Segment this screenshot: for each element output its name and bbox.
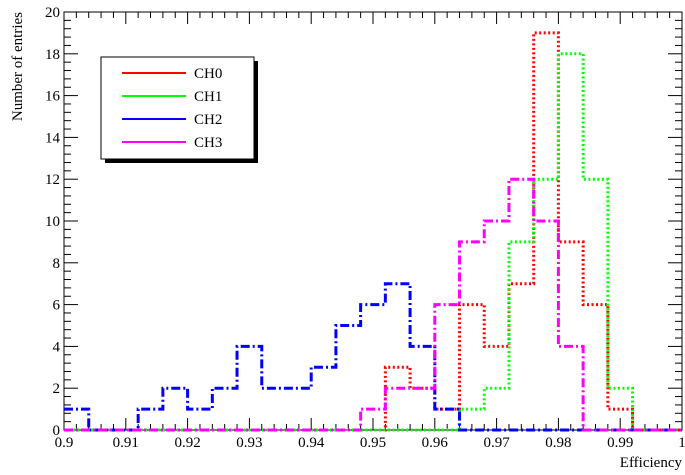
y-tick-label: 16 <box>45 89 61 105</box>
x-tick-label: 1 <box>678 435 685 451</box>
legend-label-ch1: CH1 <box>194 89 222 105</box>
y-tick-label: 14 <box>45 130 61 146</box>
x-tick-label: 0.92 <box>174 435 200 451</box>
x-tick-label: 0.95 <box>360 435 386 451</box>
legend-label-ch0: CH0 <box>194 66 222 82</box>
y-axis-title: Number of entries <box>10 12 26 121</box>
x-tick-label: 0.9 <box>55 435 74 451</box>
x-tick-label: 0.99 <box>607 435 633 451</box>
y-tick-label: 10 <box>45 214 60 230</box>
x-tick-label: 0.96 <box>422 435 449 451</box>
y-tick-label: 20 <box>45 5 60 21</box>
x-tick-label: 0.94 <box>298 435 325 451</box>
y-tick-label: 4 <box>53 339 61 355</box>
y-tick-label: 2 <box>53 381 61 397</box>
legend-label-ch3: CH3 <box>194 135 222 151</box>
x-tick-label: 0.91 <box>113 435 139 451</box>
y-tick-label: 0 <box>53 423 61 439</box>
x-tick-label: 0.97 <box>483 435 510 451</box>
series-ch3-line <box>64 177 682 432</box>
y-tick-label: 6 <box>53 298 61 314</box>
x-tick-label: 0.93 <box>236 435 262 451</box>
series-ch2-line <box>64 282 682 432</box>
y-tick-label: 12 <box>45 172 60 188</box>
y-tick-label: 8 <box>53 256 61 272</box>
y-tick-label: 18 <box>45 47 60 63</box>
x-axis-title: Efficiency <box>620 455 683 471</box>
x-tick-label: 0.98 <box>545 435 571 451</box>
series-ch0-line <box>64 31 682 432</box>
legend-label-ch2: CH2 <box>194 112 222 128</box>
